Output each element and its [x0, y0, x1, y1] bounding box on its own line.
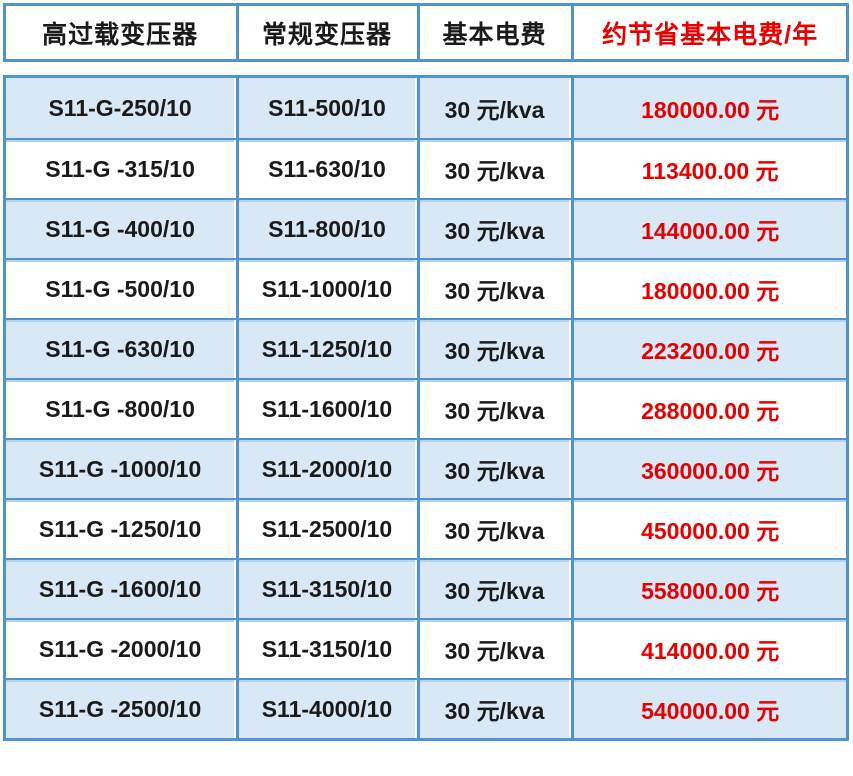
cell-annual-saving: 558000.00 元 [571, 560, 846, 618]
header-annual-saving: 约节省基本电费/年 [571, 6, 846, 59]
table-row: S11-G -400/10 S11-800/10 30 元/kva 144000… [6, 198, 846, 258]
cell-regular-model: S11-3150/10 [236, 620, 417, 678]
cell-regular-model: S11-630/10 [236, 140, 417, 198]
cell-basic-fee: 30 元/kva [416, 500, 572, 558]
table-row: S11-G -2500/10 S11-4000/10 30 元/kva 5400… [6, 678, 846, 738]
cell-high-overload-model: S11-G -500/10 [6, 260, 237, 318]
cell-high-overload-model: S11-G -315/10 [6, 140, 237, 198]
cell-regular-model: S11-800/10 [236, 200, 417, 258]
cell-high-overload-model: S11-G -1000/10 [6, 440, 237, 498]
table-header-row: 高过载变压器 常规变压器 基本电费 约节省基本电费/年 [3, 3, 849, 62]
table-row: S11-G -2000/10 S11-3150/10 30 元/kva 4140… [6, 618, 846, 678]
cell-high-overload-model: S11-G -800/10 [6, 380, 237, 438]
header-basic-fee: 基本电费 [416, 6, 572, 59]
cell-annual-saving: 180000.00 元 [571, 260, 846, 318]
header-regular-transformer: 常规变压器 [236, 6, 417, 59]
cell-annual-saving: 223200.00 元 [571, 320, 846, 378]
cell-regular-model: S11-1600/10 [236, 380, 417, 438]
table-row: S11-G -500/10 S11-1000/10 30 元/kva 18000… [6, 258, 846, 318]
cell-basic-fee: 30 元/kva [416, 200, 572, 258]
cell-annual-saving: 360000.00 元 [571, 440, 846, 498]
cell-high-overload-model: S11-G -630/10 [6, 320, 237, 378]
cell-basic-fee: 30 元/kva [416, 140, 572, 198]
cell-basic-fee: 30 元/kva [416, 560, 572, 618]
cell-high-overload-model: S11-G -1600/10 [6, 560, 237, 618]
header-high-overload-transformer: 高过载变压器 [6, 6, 237, 59]
cell-high-overload-model: S11-G-250/10 [6, 78, 237, 138]
cell-regular-model: S11-2000/10 [236, 440, 417, 498]
table-row: S11-G -800/10 S11-1600/10 30 元/kva 28800… [6, 378, 846, 438]
cell-high-overload-model: S11-G -400/10 [6, 200, 237, 258]
cell-basic-fee: 30 元/kva [416, 680, 572, 738]
table-row: S11-G -1250/10 S11-2500/10 30 元/kva 4500… [6, 498, 846, 558]
cell-basic-fee: 30 元/kva [416, 320, 572, 378]
cell-regular-model: S11-2500/10 [236, 500, 417, 558]
cell-regular-model: S11-4000/10 [236, 680, 417, 738]
cell-basic-fee: 30 元/kva [416, 260, 572, 318]
transformer-comparison-table: 高过载变压器 常规变压器 基本电费 约节省基本电费/年 S11-G-250/10… [3, 3, 849, 741]
cell-annual-saving: 144000.00 元 [571, 200, 846, 258]
cell-high-overload-model: S11-G -1250/10 [6, 500, 237, 558]
cell-regular-model: S11-1000/10 [236, 260, 417, 318]
table-row: S11-G -1000/10 S11-2000/10 30 元/kva 3600… [6, 438, 846, 498]
cell-basic-fee: 30 元/kva [416, 78, 572, 138]
cell-basic-fee: 30 元/kva [416, 440, 572, 498]
cell-basic-fee: 30 元/kva [416, 380, 572, 438]
table-row: S11-G -630/10 S11-1250/10 30 元/kva 22320… [6, 318, 846, 378]
cell-annual-saving: 288000.00 元 [571, 380, 846, 438]
table-row: S11-G -315/10 S11-630/10 30 元/kva 113400… [6, 138, 846, 198]
cell-annual-saving: 540000.00 元 [571, 680, 846, 738]
cell-high-overload-model: S11-G -2500/10 [6, 680, 237, 738]
cell-regular-model: S11-3150/10 [236, 560, 417, 618]
table-row: S11-G -1600/10 S11-3150/10 30 元/kva 5580… [6, 558, 846, 618]
table-row: S11-G-250/10 S11-500/10 30 元/kva 180000.… [6, 78, 846, 138]
header-body-divider [3, 62, 849, 75]
table-body: S11-G-250/10 S11-500/10 30 元/kva 180000.… [3, 75, 849, 741]
cell-regular-model: S11-500/10 [236, 78, 417, 138]
cell-high-overload-model: S11-G -2000/10 [6, 620, 237, 678]
cell-annual-saving: 180000.00 元 [571, 78, 846, 138]
cell-basic-fee: 30 元/kva [416, 620, 572, 678]
cell-annual-saving: 414000.00 元 [571, 620, 846, 678]
cell-annual-saving: 450000.00 元 [571, 500, 846, 558]
cell-annual-saving: 113400.00 元 [571, 140, 846, 198]
cell-regular-model: S11-1250/10 [236, 320, 417, 378]
